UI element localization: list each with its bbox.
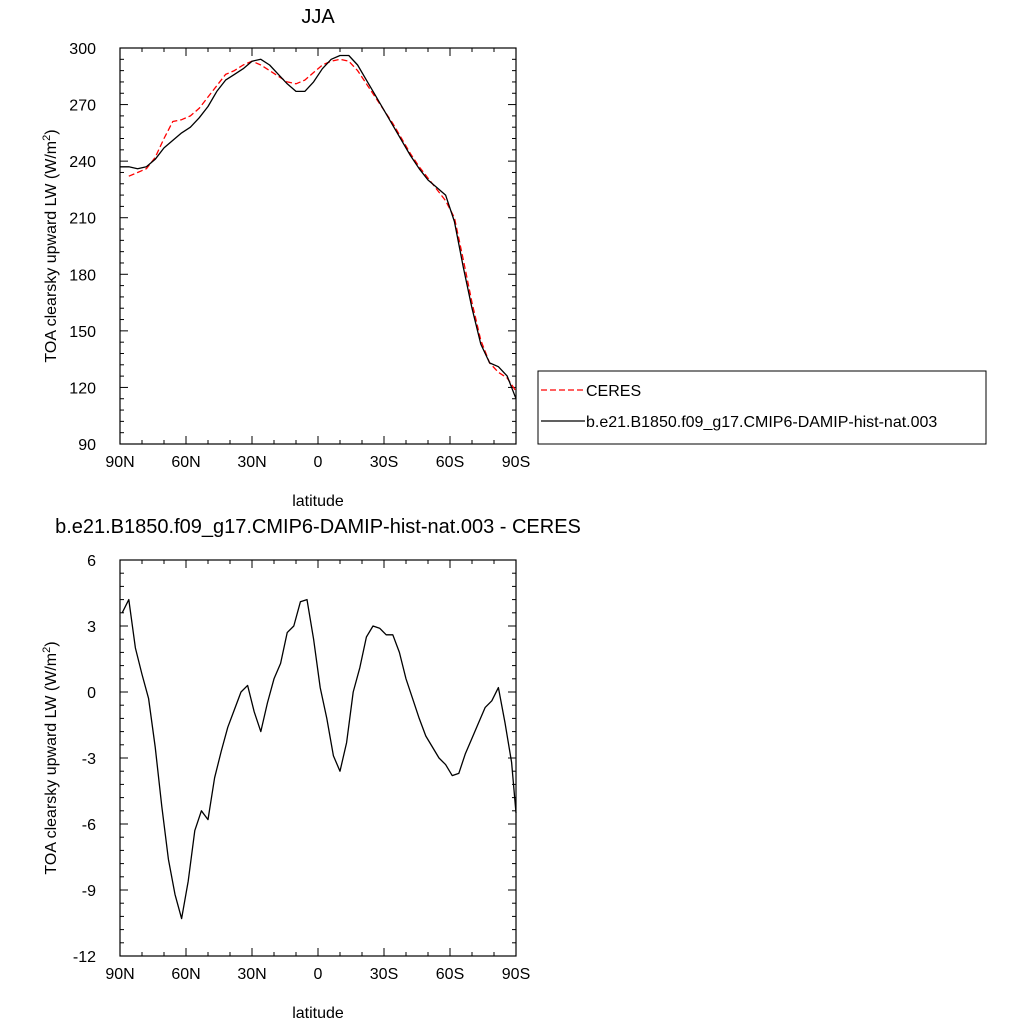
top-x-tick-label: 60N bbox=[171, 454, 200, 471]
bottom-panel: b.e21.B1850.f09_g17.CMIP6-DAMIP-hist-nat… bbox=[41, 516, 581, 1022]
top-x-tick-label: 0 bbox=[314, 454, 323, 471]
bottom-x-tick-label: 0 bbox=[314, 966, 323, 983]
top-x-tick-label: 90N bbox=[105, 454, 134, 471]
top-x-axis-label: latitude bbox=[292, 493, 344, 510]
bottom-x-tick-label: 90S bbox=[502, 966, 530, 983]
top-y-tick-label: 300 bbox=[69, 41, 96, 58]
bottom-y-tick-label: 6 bbox=[87, 553, 96, 570]
bottom-x-tick-label: 60S bbox=[436, 966, 464, 983]
top-series-line-model bbox=[120, 54, 517, 399]
top-y-tick-label: 90 bbox=[78, 437, 96, 454]
bottom-y-axis-label: TOA clearsky upward LW (W/m2) bbox=[41, 641, 60, 874]
top-panel: JJA 90N 60N 30N 0 30S 60S 90S 90 120 150 180 210 240… bbox=[41, 6, 530, 510]
bottom-y-tick-label: -9 bbox=[82, 883, 96, 900]
bottom-x-tick-label: 60N bbox=[171, 966, 200, 983]
top-y-axis-label: TOA clearsky upward LW (W/m2) bbox=[41, 129, 60, 362]
top-y-tick-label: 240 bbox=[69, 154, 96, 171]
top-plot-frame bbox=[119, 47, 517, 445]
top-series-line-ceres bbox=[128, 58, 517, 392]
top-y-tick-label: 210 bbox=[69, 211, 96, 228]
bottom-chart-title: b.e21.B1850.f09_g17.CMIP6-DAMIP-hist-nat… bbox=[55, 516, 581, 538]
bottom-y-tick-label: 3 bbox=[87, 619, 96, 636]
legend-label-ceres: CERES bbox=[586, 383, 641, 400]
top-x-tick-label: 30S bbox=[370, 454, 398, 471]
top-x-tick-label: 90S bbox=[502, 454, 530, 471]
bottom-x-tick-label: 30N bbox=[237, 966, 266, 983]
top-chart-title: JJA bbox=[301, 6, 335, 28]
bottom-y-tick-label: -12 bbox=[73, 949, 96, 966]
bottom-plot-frame bbox=[119, 559, 517, 957]
bottom-plot-area: 90N 60N 30N 0 30S 60S 90S -12 -9 -6 -3 0 3 6 bbox=[73, 553, 530, 983]
top-x-tick-label: 30N bbox=[237, 454, 266, 471]
bottom-x-axis-label: latitude bbox=[292, 1005, 344, 1022]
bottom-y-tick-label: -6 bbox=[82, 817, 96, 834]
top-y-tick-label: 180 bbox=[69, 267, 96, 284]
top-y-tick-label: 270 bbox=[69, 98, 96, 115]
legend-label-model: b.e21.B1850.f09_g17.CMIP6-DAMIP-hist-nat… bbox=[586, 414, 937, 431]
top-y-tick-label: 150 bbox=[69, 324, 96, 341]
top-plot-area: 90N 60N 30N 0 30S 60S 90S 90 120 150 180 210 240 270 3… bbox=[69, 41, 530, 471]
top-y-tick-label: 120 bbox=[69, 380, 96, 397]
legend-box bbox=[537, 370, 987, 445]
legend: CERES b.e21.B1850.f09_g17.CMIP6-DAMIP-hi… bbox=[537, 370, 987, 445]
bottom-y-tick-label: 0 bbox=[87, 685, 96, 702]
bottom-x-tick-label: 90N bbox=[105, 966, 134, 983]
bottom-y-tick-label: -3 bbox=[82, 751, 96, 768]
top-x-tick-label: 60S bbox=[436, 454, 464, 471]
bottom-x-tick-label: 30S bbox=[370, 966, 398, 983]
bottom-series-line-difference bbox=[121, 598, 517, 920]
